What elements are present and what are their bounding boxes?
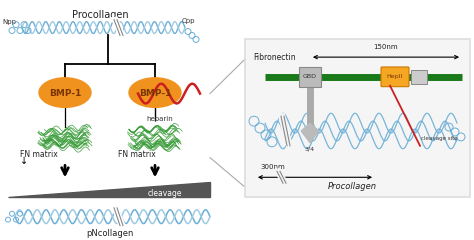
Text: cleavage: cleavage bbox=[148, 189, 182, 198]
Text: BMP-1: BMP-1 bbox=[49, 89, 81, 98]
Text: Cpp: Cpp bbox=[182, 18, 195, 24]
Text: Procollagen: Procollagen bbox=[328, 182, 377, 191]
Text: BMP-1: BMP-1 bbox=[139, 89, 171, 98]
Text: 3/4: 3/4 bbox=[305, 147, 315, 152]
FancyBboxPatch shape bbox=[245, 39, 470, 197]
Text: ↓: ↓ bbox=[20, 156, 28, 166]
Text: pNcollagen: pNcollagen bbox=[86, 229, 134, 239]
Text: 300nm: 300nm bbox=[260, 164, 285, 170]
Text: GBD: GBD bbox=[303, 74, 317, 79]
Polygon shape bbox=[8, 182, 210, 197]
Text: Npp: Npp bbox=[2, 19, 16, 25]
FancyBboxPatch shape bbox=[381, 67, 409, 87]
Text: 150nm: 150nm bbox=[374, 44, 398, 50]
Text: cleavage site: cleavage site bbox=[421, 136, 457, 141]
Text: Fibronectin: Fibronectin bbox=[253, 53, 296, 62]
FancyBboxPatch shape bbox=[299, 67, 321, 87]
Text: FN matrix: FN matrix bbox=[118, 150, 156, 159]
Text: Procollagen: Procollagen bbox=[72, 10, 128, 20]
Text: HepII: HepII bbox=[387, 74, 403, 79]
Ellipse shape bbox=[129, 78, 181, 107]
Text: heparin: heparin bbox=[146, 116, 173, 122]
Polygon shape bbox=[301, 123, 319, 143]
FancyBboxPatch shape bbox=[411, 70, 427, 84]
Text: FN matrix: FN matrix bbox=[20, 150, 58, 159]
Ellipse shape bbox=[39, 78, 91, 107]
